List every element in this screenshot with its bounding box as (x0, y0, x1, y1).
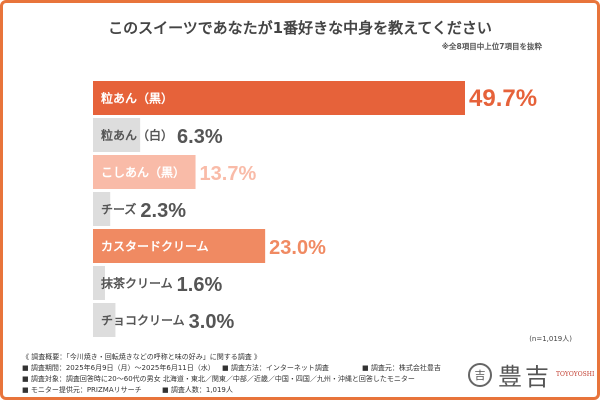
logo-name: 豊吉 (498, 363, 552, 391)
category-label: チョコクリーム (101, 314, 185, 328)
value-label: 1.6% (177, 274, 223, 296)
bar (93, 155, 196, 189)
footer-count: ■ 調査人数：1,019人 (162, 386, 233, 394)
value-label: 3.0% (189, 311, 235, 333)
footer-provider: ■ モニター提供元：PRIZMAリサーチ (22, 386, 142, 394)
value-label: 23.0% (269, 237, 326, 259)
chart-title: このスイーツであなたが1番好きな中身を教えてください (108, 19, 492, 37)
category-label: 粒あん（黒） (101, 91, 173, 106)
footer-target: ■ 調査対象：調査回答時に20〜60代の男女 北海道・東北／関東／中部／近畿／中… (22, 375, 415, 383)
bar (93, 266, 105, 300)
bar (93, 229, 266, 263)
value-label: 2.3% (140, 200, 186, 222)
value-label: 13.7% (200, 163, 257, 185)
sample-size: (n=1,019人) (529, 335, 572, 343)
chart-subtitle: ※全8項目中上位7項目を抜粋 (441, 42, 542, 51)
category-label: 粒あん（白） (101, 128, 173, 143)
survey-footer: 《 調査概要：「今川焼き・回転焼きなどの呼称と味の好み」に関する調査 》 ■ 調… (22, 352, 441, 396)
category-label: こしあん（黒） (101, 165, 185, 180)
footer-method: ■ 調査方法：インターネット調査 (222, 364, 329, 372)
logo-english: TOYOYOSHI (556, 371, 595, 378)
footer-source: ■ 調査元：株式会社豊吉 (362, 364, 441, 372)
footer-period: ■ 調査期間：2025年6月9日（月）〜2025年6月11日（水） (22, 364, 215, 372)
footer-heading: 《 調査概要：「今川焼き・回転焼きなどの呼称と味の好み」に関する調査 》 (22, 353, 261, 361)
bar (93, 192, 111, 226)
bar (93, 118, 141, 152)
bar (93, 303, 116, 337)
bar (93, 81, 465, 115)
category-label: カスタードクリーム (101, 240, 209, 254)
value-label: 49.7% (469, 85, 537, 112)
company-logo: 吉 豊吉 TOYOYOSHI (468, 357, 594, 392)
category-label: チーズ (101, 202, 136, 217)
category-label: 抹茶クリーム (101, 276, 173, 291)
value-label: 6.3% (177, 126, 223, 148)
logo-seal-icon: 吉 (468, 362, 492, 387)
